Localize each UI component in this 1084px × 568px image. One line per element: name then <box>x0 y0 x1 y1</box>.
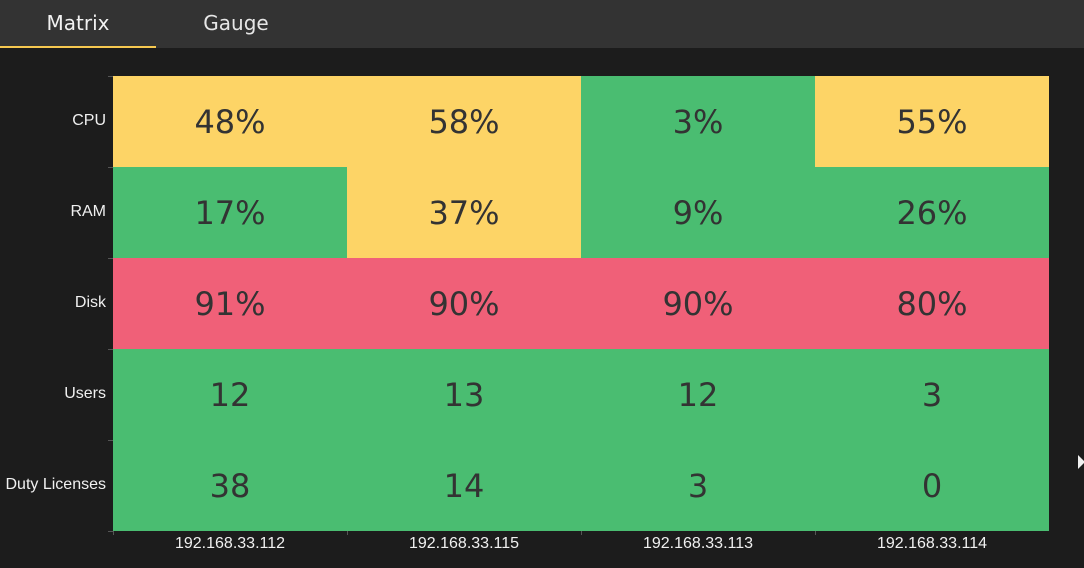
tab-bar: Matrix Gauge <box>0 0 1084 48</box>
heatmap-cell[interactable]: 91% <box>113 258 347 349</box>
heatmap-cell-value: 91% <box>194 284 266 323</box>
heatmap-cell-value: 9% <box>672 193 724 232</box>
heatmap-cell[interactable]: 55% <box>815 76 1049 167</box>
column-label: 192.168.33.115 <box>408 535 520 552</box>
heatmap-cell-value: 38 <box>209 466 251 505</box>
active-tab-indicator <box>0 46 156 48</box>
y-axis-tick <box>108 258 113 259</box>
heatmap-cell-value: 58% <box>428 102 500 141</box>
heatmap-cell-value: 90% <box>662 284 734 323</box>
heatmap-cell-value: 12 <box>209 375 251 414</box>
heatmap-cell-value: 13 <box>443 375 485 414</box>
heatmap-cell[interactable]: 3% <box>581 76 815 167</box>
heatmap-cell-value: 90% <box>428 284 500 323</box>
heatmap-cell[interactable]: 37% <box>347 167 581 258</box>
heatmap-cell-value: 17% <box>194 193 266 232</box>
y-axis-tick <box>108 76 113 77</box>
heatmap-cell[interactable]: 13 <box>347 349 581 440</box>
y-axis-tick <box>108 349 113 350</box>
heatmap-cell-value: 26% <box>896 193 968 232</box>
column-label: 192.168.33.113 <box>642 535 754 552</box>
heatmap-cell[interactable]: 90% <box>581 258 815 349</box>
x-axis-tick <box>581 530 582 535</box>
row-label: RAM <box>70 202 106 220</box>
heatmap-cell[interactable]: 80% <box>815 258 1049 349</box>
tab-gauge-label: Gauge <box>203 11 269 35</box>
column-label: 192.168.33.114 <box>876 535 988 552</box>
x-axis-tick <box>113 530 114 535</box>
heatmap-cell[interactable]: 26% <box>815 167 1049 258</box>
x-axis-tick <box>347 530 348 535</box>
heatmap-cell-value: 55% <box>896 102 968 141</box>
row-label: Duty Licenses <box>5 475 107 493</box>
y-axis-tick <box>108 531 113 532</box>
y-axis-tick <box>108 167 113 168</box>
heatmap-cell[interactable]: 9% <box>581 167 815 258</box>
heatmap-cell[interactable]: 12 <box>113 349 347 440</box>
heatmap-cell[interactable]: 90% <box>347 258 581 349</box>
heatmap-cell[interactable]: 12 <box>581 349 815 440</box>
heatmap-cell-value: 14 <box>443 466 485 505</box>
heatmap-cell[interactable]: 58% <box>347 76 581 167</box>
heatmap-cell[interactable]: 48% <box>113 76 347 167</box>
mouse-cursor-icon <box>1078 455 1084 469</box>
heatmap-cell[interactable]: 17% <box>113 167 347 258</box>
heatmap-cell[interactable]: 38 <box>113 440 347 531</box>
row-label: Users <box>64 384 106 402</box>
row-label: Disk <box>74 293 106 311</box>
x-axis-tick <box>815 530 816 535</box>
heatmap-cell-value: 12 <box>677 375 719 414</box>
tab-matrix[interactable]: Matrix <box>0 0 156 48</box>
heatmap-cell[interactable]: 14 <box>347 440 581 531</box>
heatmap-cell[interactable]: 3 <box>581 440 815 531</box>
tab-matrix-label: Matrix <box>46 11 110 35</box>
row-label: CPU <box>72 111 106 129</box>
heatmap-cell-value: 3 <box>687 466 709 505</box>
heatmap-cell[interactable]: 3 <box>815 349 1049 440</box>
heatmap-cell-value: 48% <box>194 102 266 141</box>
heatmap-cell-value: 80% <box>896 284 968 323</box>
heatmap-grid: 48% 58% 3% 55% 17% 37% 9% 26% 91% 90% 90% 80% 12 13 12… <box>113 76 1049 531</box>
heatmap-cell-value: 37% <box>428 193 500 232</box>
heatmap-cell-value: 3 <box>921 375 943 414</box>
y-axis-tick <box>108 440 113 441</box>
heatmap-cell-value: 3% <box>672 102 724 141</box>
column-label: 192.168.33.112 <box>174 535 286 552</box>
tab-gauge[interactable]: Gauge <box>156 0 316 48</box>
heatmap-cell[interactable]: 0 <box>815 440 1049 531</box>
heatmap-cell-value: 0 <box>921 466 943 505</box>
